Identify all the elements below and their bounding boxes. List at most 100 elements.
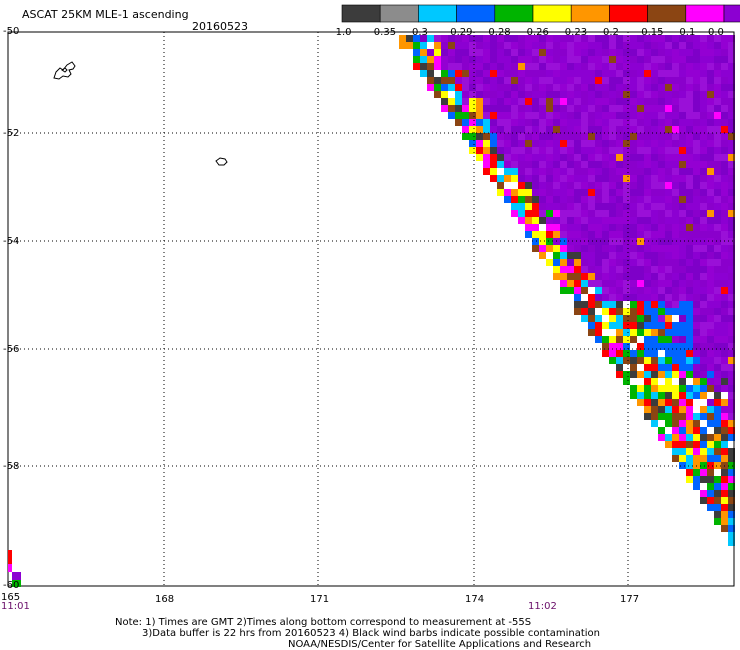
swath-cell [714, 126, 721, 133]
swath-cell [581, 203, 588, 210]
swath-cell [623, 119, 630, 126]
swath-cell [700, 210, 707, 217]
swath-cell [721, 56, 728, 63]
swath-cell [448, 70, 455, 77]
swath-cell [707, 427, 714, 434]
swath-cell [616, 140, 623, 147]
swath-cell [658, 231, 665, 238]
swath-cell [651, 420, 658, 427]
lat-label: -58 [3, 461, 20, 472]
swath-cell [504, 70, 511, 77]
swath-cell [700, 126, 707, 133]
swath-cell [602, 322, 609, 329]
swath-cell [630, 238, 637, 245]
swath-cell [651, 329, 658, 336]
swath-cell [686, 308, 693, 315]
swath-cell [728, 385, 735, 392]
swath-cell [714, 42, 721, 49]
swath-cell [630, 119, 637, 126]
swath-cell [560, 49, 567, 56]
swath-cell [672, 413, 679, 420]
swath-cell [504, 42, 511, 49]
swath-cell [476, 119, 483, 126]
swath-cell [553, 35, 560, 42]
swath-cell [651, 371, 658, 378]
swath-cell [721, 315, 728, 322]
swath-cell [574, 42, 581, 49]
swath-cell [651, 245, 658, 252]
swath-cell [462, 91, 469, 98]
swath-cell [595, 42, 602, 49]
swath-cell [630, 217, 637, 224]
swath-cell [581, 140, 588, 147]
swath-cell [658, 350, 665, 357]
swath-cell [679, 385, 686, 392]
swath-cell [588, 322, 595, 329]
swath-cell [518, 63, 525, 70]
swath-cell [672, 105, 679, 112]
swath-cell [679, 77, 686, 84]
swath-cell [469, 35, 476, 42]
swath-cell [630, 63, 637, 70]
swath-cell [714, 98, 721, 105]
swath-cell [546, 266, 553, 273]
swath-cell [546, 70, 553, 77]
swath-cell [616, 105, 623, 112]
swath-cell [560, 56, 567, 63]
swath-cell [721, 350, 728, 357]
swath-cell [574, 140, 581, 147]
swath-cell [707, 413, 714, 420]
swath-cell [595, 315, 602, 322]
swath-cell [714, 308, 721, 315]
swath-cell [616, 56, 623, 63]
swath-cell [588, 126, 595, 133]
swath-cell [721, 105, 728, 112]
swath-cell [707, 224, 714, 231]
swath-cell [700, 434, 707, 441]
swath-cell [518, 168, 525, 175]
swath-cell [630, 91, 637, 98]
swath-cell [518, 182, 525, 189]
swath-cell [630, 245, 637, 252]
swath-cell [672, 308, 679, 315]
swath-cell [581, 245, 588, 252]
swath-cell [651, 231, 658, 238]
swath-cell [637, 84, 644, 91]
swath-cell [721, 364, 728, 371]
swath-cell [560, 42, 567, 49]
swath-cell [497, 105, 504, 112]
swath-cell [616, 49, 623, 56]
swath-cell [588, 42, 595, 49]
swath-cell [609, 140, 616, 147]
swath-cell [595, 182, 602, 189]
swath-cell [616, 231, 623, 238]
swath-cell [637, 350, 644, 357]
swath-cell [616, 322, 623, 329]
swath-cell [532, 126, 539, 133]
swath-cell [686, 266, 693, 273]
swath-cell [539, 77, 546, 84]
swath-cell [532, 133, 539, 140]
swath-cell [574, 203, 581, 210]
swath-cell [560, 273, 567, 280]
swath-cell [700, 168, 707, 175]
swath-cell [420, 35, 427, 42]
swath-cell [588, 301, 595, 308]
swath-cell [581, 154, 588, 161]
swath-cell [658, 84, 665, 91]
swath-cell [665, 287, 672, 294]
swath-cell [616, 119, 623, 126]
swath-cell [707, 385, 714, 392]
swath-cell [574, 91, 581, 98]
swath-cell [623, 238, 630, 245]
swath-cell [693, 217, 700, 224]
swath-cell [693, 434, 700, 441]
swath-cell [679, 413, 686, 420]
swath-cell [518, 91, 525, 98]
swath-cell [490, 147, 497, 154]
swath-cell [707, 308, 714, 315]
swath-cell [637, 63, 644, 70]
swath-cell [721, 406, 728, 413]
swath-cell [630, 294, 637, 301]
swath-cell [525, 203, 532, 210]
